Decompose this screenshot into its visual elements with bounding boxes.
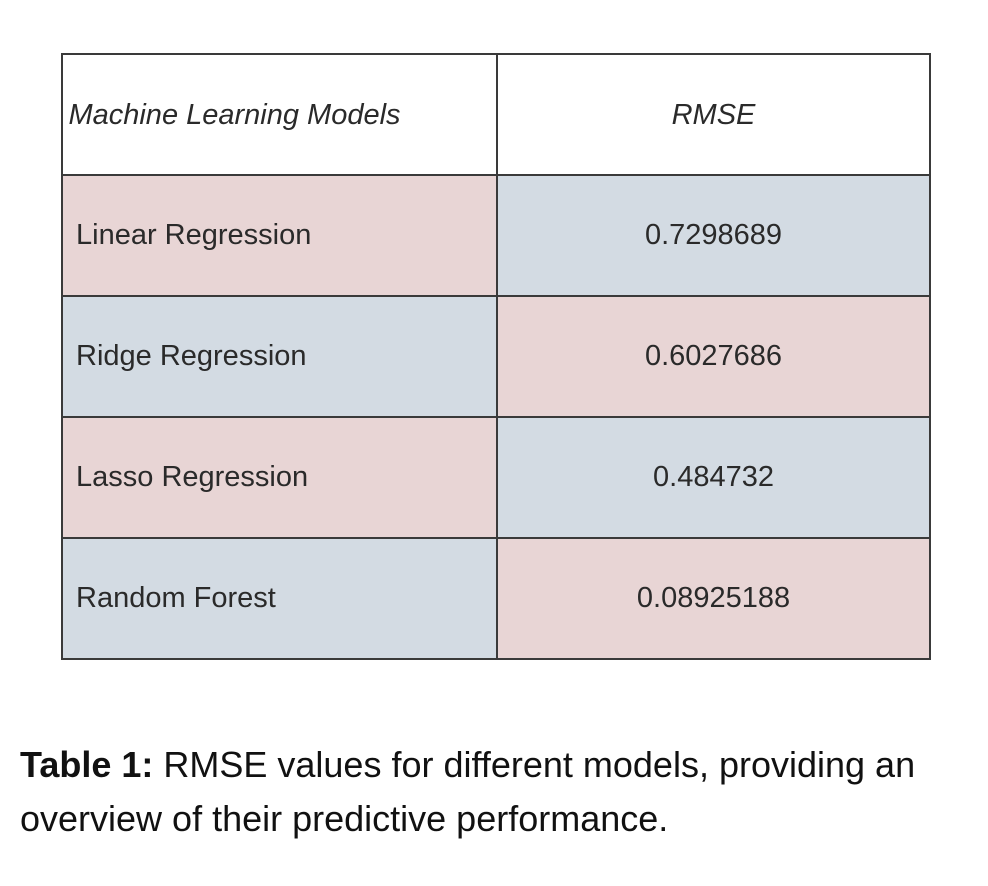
model-name-cell: Linear Regression — [61, 174, 498, 297]
rmse-value-cell: 0.7298689 — [496, 174, 931, 297]
header-models: Machine Learning Models — [61, 53, 498, 176]
model-name-cell: Lasso Regression — [61, 416, 498, 539]
rmse-value-cell: 0.6027686 — [496, 295, 931, 418]
table-row: Random Forest 0.08925188 — [61, 537, 931, 660]
header-rmse: RMSE — [496, 53, 931, 176]
table-row: Ridge Regression 0.6027686 — [61, 295, 931, 418]
table-row: Lasso Regression 0.484732 — [61, 416, 931, 539]
rmse-value-cell: 0.08925188 — [496, 537, 931, 660]
rmse-table: Machine Learning Models RMSE Linear Regr… — [61, 53, 931, 660]
table-caption: Table 1: RMSE values for different model… — [20, 738, 980, 846]
model-name-cell: Ridge Regression — [61, 295, 498, 418]
table-row: Linear Regression 0.7298689 — [61, 174, 931, 297]
table-header-row: Machine Learning Models RMSE — [61, 53, 931, 176]
caption-label: Table 1: — [20, 744, 154, 785]
model-name-cell: Random Forest — [61, 537, 498, 660]
rmse-table-container: Machine Learning Models RMSE Linear Regr… — [61, 53, 931, 660]
rmse-value-cell: 0.484732 — [496, 416, 931, 539]
header-models-text: Machine Learning Models — [68, 98, 401, 131]
caption-text: RMSE values for different models, provid… — [20, 744, 916, 839]
